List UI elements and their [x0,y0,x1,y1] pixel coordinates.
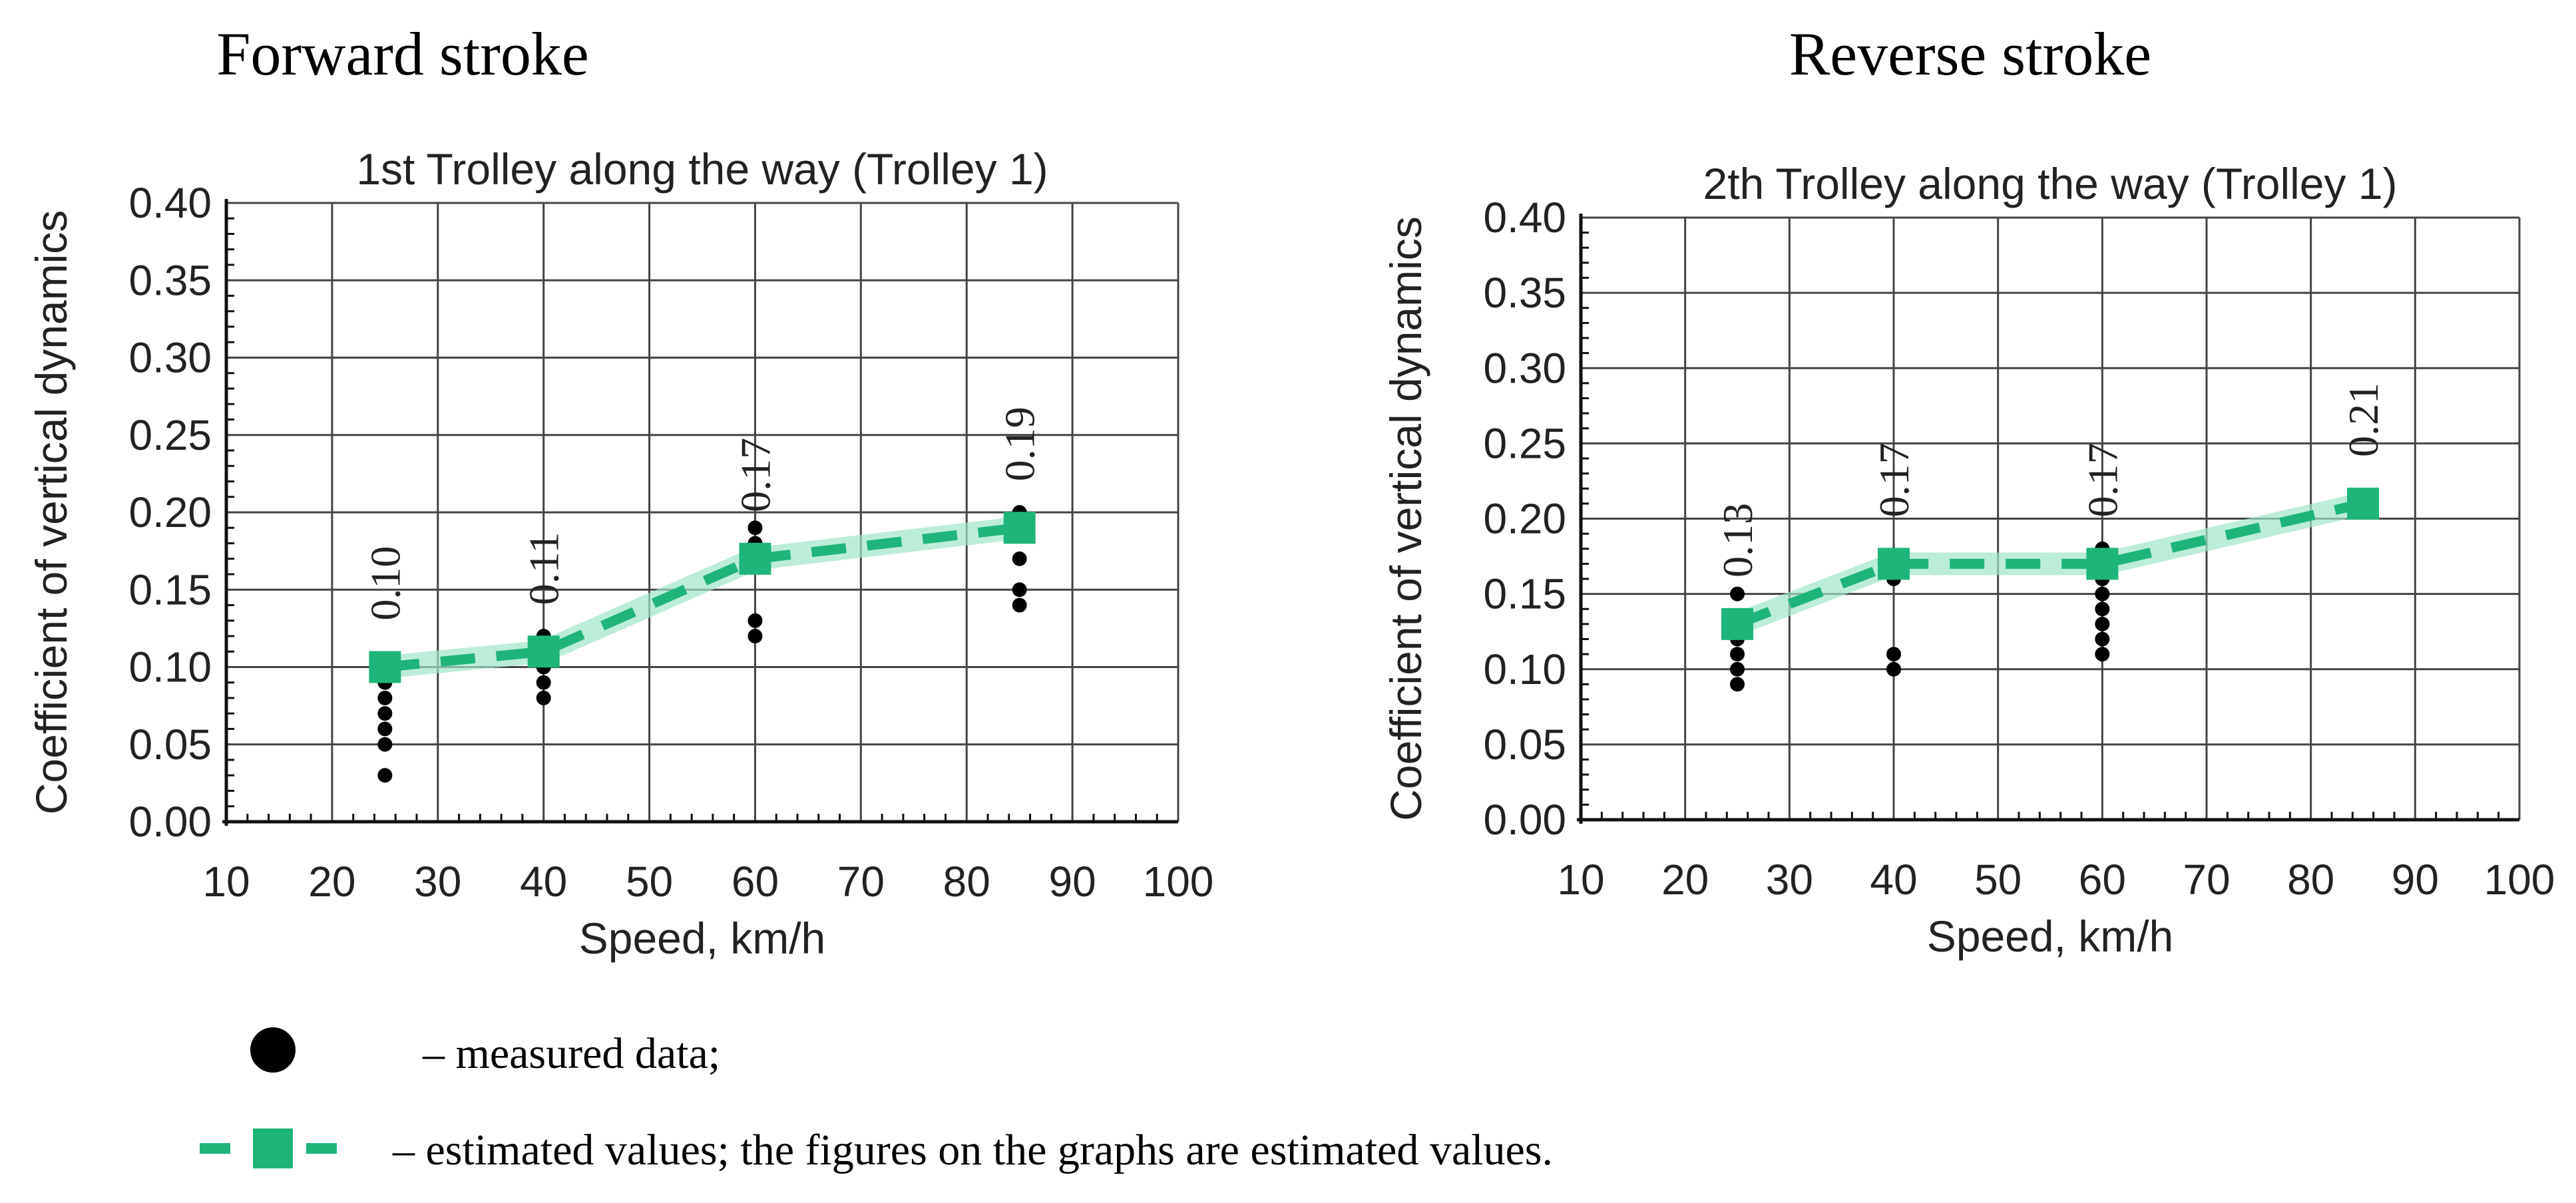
chart-title: 1st Trolley along the way (Trolley 1) [356,144,1048,194]
measured-point [748,520,763,536]
estimated-point [2347,487,2379,520]
y-tick-label: 0.05 [128,721,212,769]
y-tick-label: 0.15 [1483,570,1566,618]
legend: – measured data; – estimated values; the… [200,1027,1553,1174]
estimated-value-label: 0.17 [732,438,779,512]
x-tick-label: 20 [1661,856,1709,904]
y-tick-label: 0.10 [128,643,212,691]
estimated-band [373,516,1031,679]
x-tick-label: 90 [2392,856,2439,904]
estimated-value-label: 0.21 [2340,383,2387,457]
panel-title-forward: Forward stroke [216,20,589,88]
measured-point [1730,586,1745,602]
measured-point [1886,661,1901,677]
x-axis-label: Speed, km/h [1927,912,2174,961]
y-axis-label: Coefficient of vertical dynamics [1381,216,1430,821]
legend-measured-marker [250,1027,296,1073]
x-tick-label: 10 [202,858,250,906]
x-tick-label: 30 [1766,856,1813,904]
y-tick-label: 0.15 [128,566,212,613]
estimated-point [1721,607,1753,640]
y-axis-label: Coefficient of vertical dynamics [27,210,76,815]
y-tick-label: 0.25 [128,411,212,459]
estimated-value-label: 0.10 [361,546,409,621]
x-tick-label: 80 [2287,856,2334,904]
measured-point [748,629,763,643]
measured-point [2095,616,2110,631]
estimated-value-label: 0.11 [521,532,568,605]
x-tick-label: 50 [1974,856,2022,904]
chart-forward-stroke: 1st Trolley along the way (Trolley 1) 10 2… [27,144,1213,963]
y-tick-label: 0.10 [1483,645,1566,693]
panel-title-reverse: Reverse stroke [1789,20,2151,88]
y-tick-label: 0.40 [128,179,212,227]
estimated-point [739,542,771,575]
estimated-point [1003,512,1036,544]
y-tick-label: 0.40 [1483,194,1566,242]
measured-point [377,768,393,783]
x-tick-label: 90 [1049,858,1096,906]
estimated-point [527,635,560,668]
estimated-point [1878,548,1910,580]
estimated-point [2086,548,2119,580]
chart-reverse-stroke: 2th Trolley along the way (Trolley 1) 10 2… [1381,159,2555,961]
measured-point [1886,647,1901,662]
measured-point [536,675,551,690]
measured-point [1730,661,1745,677]
legend-estimated-label: – estimated values; the figures on the g… [392,1126,1553,1174]
estimated-band [1726,492,2374,635]
y-tick-label: 0.00 [128,798,212,846]
legend-measured-label: – measured data; [422,1029,720,1078]
measured-point [377,737,393,752]
measured-point [1730,647,1745,662]
x-tick-label: 70 [837,858,885,906]
estimated-line [1735,498,2364,629]
measured-point [377,691,393,705]
measured-point [1012,551,1027,566]
y-tick-label: 0.35 [128,256,212,304]
x-tick-label: 60 [732,858,779,906]
measured-point [1012,582,1027,598]
measured-point [1730,677,1745,692]
x-tick-label: 60 [2079,856,2126,904]
y-tick-label: 0.25 [1483,419,1566,467]
y-tick-label: 0.30 [128,334,212,382]
y-tick-label: 0.20 [1483,495,1566,543]
measured-point [377,721,393,737]
estimated-value-label: 0.17 [1870,442,1918,517]
measured-point [2095,631,2110,647]
estimated-line [384,522,1020,672]
measured-point [2095,602,2110,617]
x-axis-label: Speed, km/h [579,914,826,963]
estimated-point [369,651,401,683]
chart-title: 2th Trolley along the way (Trolley 1) [1703,159,2397,208]
x-tick-label: 100 [2484,856,2555,904]
measured-point [748,613,763,628]
estimated-value-label: 0.17 [2079,442,2126,517]
measured-point [377,706,393,721]
measured-point [2095,586,2110,602]
estimated-value-label: 0.13 [1714,503,1761,578]
y-tick-label: 0.00 [1483,796,1566,844]
measured-point [536,691,551,705]
x-tick-label: 80 [943,858,990,906]
x-tick-label: 40 [1870,856,1917,904]
x-tick-label: 40 [520,858,567,906]
x-tick-label: 100 [1143,858,1214,906]
measured-point [1012,598,1027,613]
x-tick-label: 10 [1557,856,1604,904]
x-tick-label: 20 [308,858,355,906]
x-tick-label: 50 [626,858,673,906]
y-tick-label: 0.20 [128,488,212,536]
y-tick-label: 0.30 [1483,344,1566,392]
measured-point [2095,647,2110,662]
x-tick-label: 30 [414,858,461,906]
legend-estimated-marker [253,1128,293,1168]
y-tick-label: 0.05 [1483,721,1566,769]
y-tick-label: 0.35 [1483,269,1566,317]
x-tick-label: 70 [2183,856,2230,904]
estimated-value-label: 0.19 [996,407,1044,481]
